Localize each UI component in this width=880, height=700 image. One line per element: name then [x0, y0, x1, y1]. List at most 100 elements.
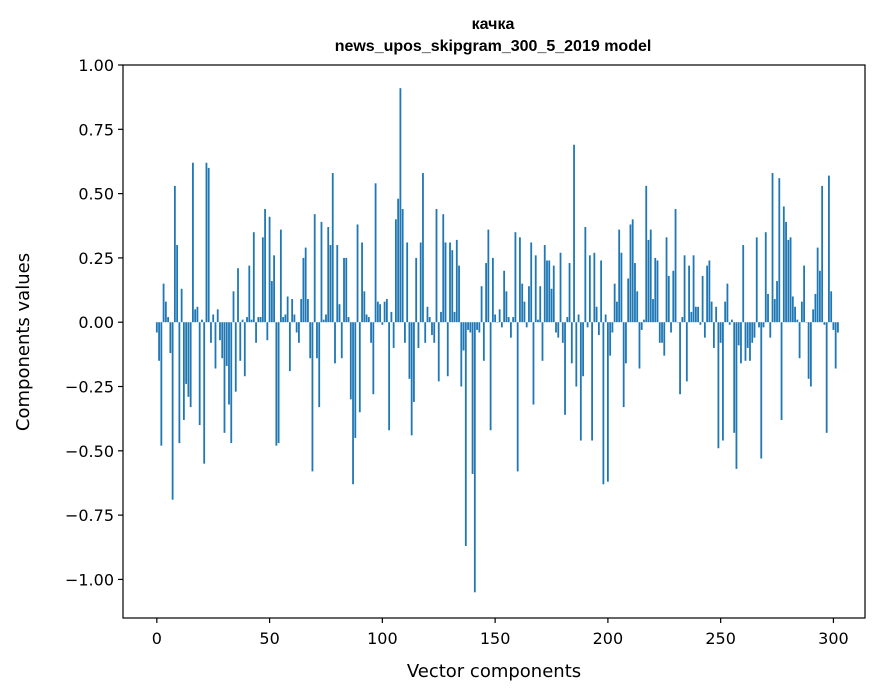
bar-50 — [269, 217, 271, 322]
bar-155 — [506, 291, 508, 322]
y-tick-label-5: −0.25 — [65, 378, 114, 397]
bar-182 — [566, 317, 568, 322]
bar-96 — [372, 322, 374, 394]
bar-122 — [431, 322, 433, 335]
bar-236 — [688, 266, 690, 323]
bar-57 — [284, 314, 286, 322]
bar-60 — [291, 299, 293, 322]
bar-42 — [251, 320, 253, 323]
bar-102 — [386, 299, 388, 322]
bar-33 — [230, 322, 232, 443]
x-tick-label-250: 250 — [705, 629, 736, 648]
bar-275 — [776, 281, 778, 322]
bar-300 — [833, 322, 835, 330]
bar-159 — [515, 232, 517, 322]
bar-136 — [463, 322, 465, 350]
bar-116 — [418, 322, 420, 348]
bar-148 — [490, 322, 492, 430]
bar-265 — [754, 322, 756, 337]
bar-296 — [824, 322, 826, 325]
bar-100 — [381, 322, 383, 325]
bar-294 — [819, 271, 821, 322]
bar-73 — [321, 222, 323, 322]
bar-32 — [228, 322, 230, 404]
bar-94 — [368, 317, 370, 322]
bar-92 — [363, 291, 365, 322]
bar-11 — [181, 289, 183, 322]
bar-59 — [289, 322, 291, 371]
bar-10 — [178, 322, 180, 443]
bar-188 — [580, 322, 582, 440]
bar-263 — [749, 322, 751, 361]
bar-31 — [226, 322, 228, 366]
bar-147 — [487, 230, 489, 323]
bar-0 — [156, 322, 158, 332]
bar-88 — [354, 322, 356, 438]
bar-255 — [731, 320, 733, 323]
bar-241 — [699, 322, 701, 325]
bar-139 — [469, 322, 471, 332]
bar-292 — [814, 294, 816, 322]
bar-134 — [458, 266, 460, 323]
bar-162 — [521, 284, 523, 323]
bar-276 — [778, 178, 780, 322]
bar-287 — [803, 266, 805, 323]
bar-41 — [248, 266, 250, 323]
bar-289 — [808, 322, 810, 379]
bar-233 — [681, 317, 683, 322]
bar-167 — [533, 322, 535, 404]
bar-278 — [783, 206, 785, 322]
bar-280 — [787, 240, 789, 322]
bar-187 — [578, 314, 580, 322]
bar-129 — [447, 322, 449, 376]
bar-22 — [206, 163, 208, 322]
bar-127 — [442, 214, 444, 322]
bar-105 — [393, 322, 395, 348]
bar-279 — [785, 222, 787, 322]
bar-297 — [826, 322, 828, 433]
bar-83 — [343, 258, 345, 322]
bar-28 — [219, 322, 221, 340]
bar-246 — [711, 302, 713, 323]
bar-131 — [451, 250, 453, 322]
bar-82 — [341, 322, 343, 358]
bar-144 — [481, 286, 483, 322]
bar-226 — [666, 237, 668, 322]
y-tick-label-4: 0.00 — [78, 313, 114, 332]
bar-146 — [485, 263, 487, 322]
y-tick-label-3: 0.25 — [78, 249, 114, 268]
bar-63 — [298, 322, 300, 343]
bar-301 — [835, 322, 837, 368]
bar-7 — [172, 322, 174, 499]
bar-138 — [467, 322, 469, 330]
bar-153 — [501, 322, 503, 327]
bar-5 — [167, 317, 169, 322]
bar-4 — [165, 302, 167, 323]
bar-240 — [697, 307, 699, 322]
bar-251 — [722, 322, 724, 440]
bar-125 — [438, 322, 440, 381]
chart-title-line2: news_upos_skipgram_300_5_2019 model — [335, 38, 652, 55]
bar-282 — [792, 296, 794, 322]
bar-299 — [830, 291, 832, 322]
bar-291 — [812, 309, 814, 322]
bar-89 — [357, 224, 359, 322]
bar-217 — [645, 186, 647, 322]
bar-293 — [817, 248, 819, 323]
bar-267 — [758, 322, 760, 327]
bar-45 — [257, 317, 259, 322]
bar-211 — [632, 219, 634, 322]
bar-78 — [332, 173, 334, 322]
bar-266 — [756, 237, 758, 322]
bar-190 — [584, 227, 586, 322]
bar-193 — [591, 322, 593, 440]
bar-84 — [345, 258, 347, 322]
bar-118 — [422, 173, 424, 322]
x-tick-label-200: 200 — [593, 629, 624, 648]
bar-93 — [366, 314, 368, 322]
bar-175 — [551, 289, 553, 322]
bar-207 — [623, 322, 625, 407]
bar-98 — [377, 302, 379, 323]
bar-234 — [684, 255, 686, 322]
